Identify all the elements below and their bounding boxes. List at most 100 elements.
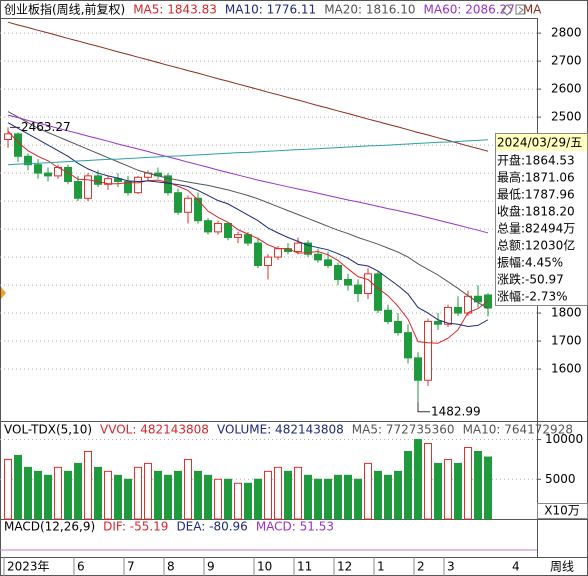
volume-bar <box>124 478 132 520</box>
high-label: 2463.27 <box>21 120 71 134</box>
header-item: VOLUME: 482143808 <box>217 423 344 437</box>
price-header: 创业板指(周线,前复权) MA5: 1843.83 MA10: 1776.11 MA… <box>4 2 542 17</box>
info-row: 最低:1787.96 <box>497 188 575 202</box>
period-label: 周线 <box>550 560 574 574</box>
candle-body <box>204 220 212 233</box>
volume-bar <box>14 454 22 520</box>
candle-body <box>354 284 362 294</box>
candle-body <box>324 259 332 266</box>
volume-bar <box>344 474 352 520</box>
volume-bar <box>94 466 102 520</box>
candle-body <box>344 278 352 286</box>
volume-bar <box>324 478 332 520</box>
x-tick-label: 1 <box>377 560 385 574</box>
x-tick-label: 12 <box>337 560 352 574</box>
volume-bar <box>204 474 212 520</box>
candle-body <box>4 133 12 140</box>
candle-body <box>194 197 202 222</box>
candle-body <box>114 178 122 182</box>
header-item: MA20: 1816.10 <box>324 3 415 17</box>
x-tick-label: 7 <box>127 560 135 574</box>
ma-line <box>7 139 489 166</box>
volume-bar <box>54 466 62 520</box>
info-panel: 2024/03/29/五 开盘:1864.53 最高:1871.06 最低:1787… <box>495 133 588 306</box>
candle-body <box>444 306 452 325</box>
y-tick-label: 2500 <box>551 110 582 124</box>
volume-bar <box>194 470 202 520</box>
candle-body <box>364 273 372 294</box>
candle-body <box>404 332 412 359</box>
y-tick-label: 5000 <box>545 472 576 486</box>
x-tick-label: 9 <box>207 560 215 574</box>
header-item: DIF: -55.19 <box>103 520 168 534</box>
y-tick-label: 1600 <box>551 362 582 376</box>
volume-unit: X10万 <box>544 504 580 518</box>
volume-bar <box>114 474 122 520</box>
info-date: 2024/03/29/五 <box>497 136 582 150</box>
icon[interactable] <box>501 4 513 16</box>
candle-body <box>214 222 222 233</box>
volume-bar <box>384 474 392 520</box>
volume-bar <box>294 466 302 520</box>
candle-body <box>234 234 242 238</box>
volume-bar <box>354 478 362 520</box>
volume-bar <box>74 462 82 520</box>
header-item: MACD(12,26,9) <box>4 520 95 534</box>
volume-bar <box>334 474 342 520</box>
volume-bar <box>154 470 162 520</box>
ma-line <box>7 21 489 152</box>
icon <box>518 6 524 14</box>
chart-title: 创业板指(周线,前复权) <box>4 2 125 17</box>
info-row: 总额:12030亿 <box>497 238 575 253</box>
info-row: 开盘:1864.53 <box>497 153 575 168</box>
volume-bar <box>174 470 182 520</box>
volume-bar <box>464 447 472 520</box>
volume-bar <box>4 458 12 520</box>
volume-bar <box>374 470 382 520</box>
y-tick-label: 2700 <box>551 54 582 68</box>
volume-bar <box>284 470 292 520</box>
volume-bar <box>24 466 32 520</box>
candle-body <box>414 357 422 381</box>
x-tick-label: 8 <box>167 560 175 574</box>
info-row: 振幅:4.45% <box>497 255 563 270</box>
header-item: VOL-TDX(5,10) <box>4 423 92 437</box>
candle-body <box>244 234 252 244</box>
header-icons <box>501 4 526 16</box>
candle-body <box>24 155 32 166</box>
candle-body <box>174 192 182 213</box>
x-tick-label: 2 <box>417 560 425 574</box>
candle-body <box>304 242 312 255</box>
volume-bar <box>484 456 492 520</box>
volume-bar <box>64 470 72 520</box>
header-item: MA60: 2086.27 <box>424 3 515 17</box>
x-tick-label: 2023年 <box>7 560 50 574</box>
candle-body <box>314 253 322 261</box>
ma-line <box>7 111 489 309</box>
volume-bar <box>424 443 432 520</box>
y-tick-label: 10000 <box>545 432 583 446</box>
header-item: MA5: 772735360 <box>352 423 455 437</box>
volume-bar <box>214 478 222 520</box>
header-item: MA10: 764172928 <box>463 423 573 437</box>
candle-body <box>264 256 272 266</box>
candle-body <box>34 164 42 174</box>
cursor-marker <box>1 287 6 299</box>
x-tick-label: 4 <box>512 560 520 574</box>
ma-line <box>7 114 489 234</box>
candle-body <box>464 295 472 314</box>
x-tick-label: 11 <box>297 560 312 574</box>
volume-bar <box>304 474 312 520</box>
volume-bar <box>184 458 192 520</box>
info-row: 收盘:1818.20 <box>497 204 575 219</box>
icon[interactable] <box>515 4 526 15</box>
volume-bar <box>434 462 442 520</box>
volume-bar <box>244 482 252 520</box>
candle-body <box>184 197 192 213</box>
candle-body <box>224 222 232 238</box>
volume-bar <box>404 450 412 520</box>
header-item: MACD: 51.53 <box>256 520 334 534</box>
volume-bar <box>134 466 142 520</box>
candle-body <box>254 242 262 266</box>
